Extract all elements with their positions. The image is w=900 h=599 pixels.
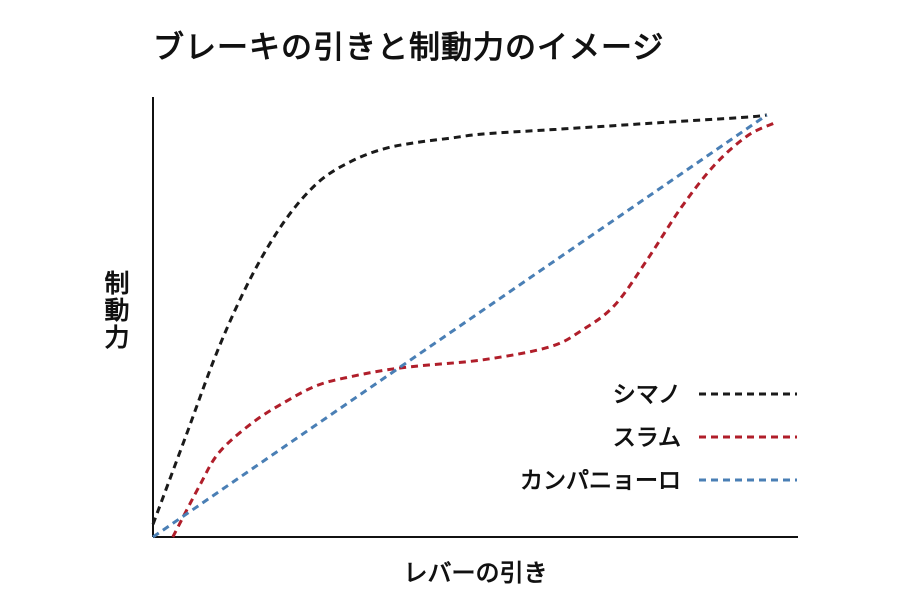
legend-label-3: カンパニョーロ — [520, 468, 681, 494]
series-layer — [151, 113, 775, 539]
series-line-3 — [152, 113, 768, 539]
legend-label-2: スラム — [613, 425, 681, 451]
chart-title: ブレーキの引きと制動力のイメージ — [153, 30, 665, 66]
series-line-2 — [171, 122, 775, 538]
x-axis-label: レバーの引き — [403, 559, 548, 587]
legend-label-1: シマノ — [613, 382, 681, 408]
axes — [152, 97, 798, 538]
series-line-1 — [151, 113, 767, 525]
y-axis-label: 制動力 — [101, 270, 130, 351]
